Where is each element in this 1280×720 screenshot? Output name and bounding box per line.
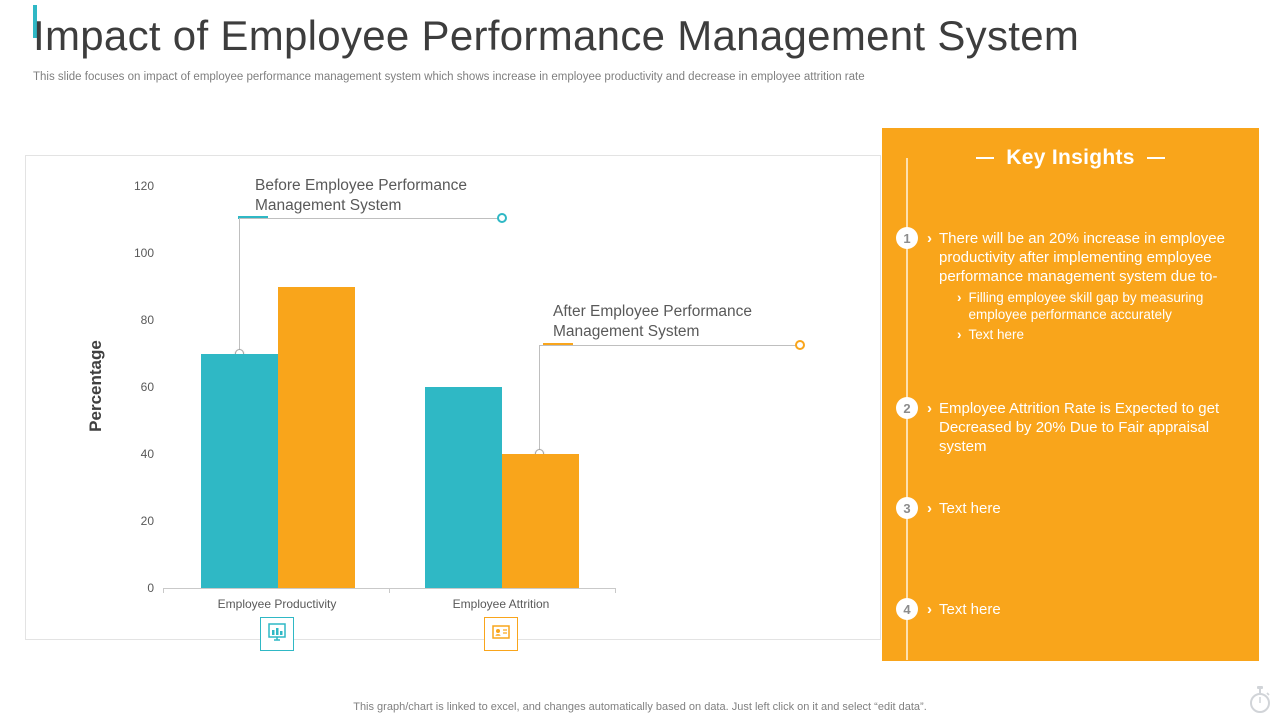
insight-number-badge: 1 [896, 227, 918, 249]
key-insights-title: Key Insights [882, 146, 1259, 170]
stopwatch-icon [1246, 685, 1274, 720]
insight-body: › There will be an 20% increase in emplo… [927, 227, 1244, 343]
insight-subtext: Text here [968, 327, 1025, 342]
chevron-icon: › [927, 400, 932, 417]
page-title: Impact of Employee Performance Managemen… [33, 12, 1080, 59]
insight-body: › Text here [927, 598, 1244, 619]
insight-subtext: Filling employee skill gap by measuring … [968, 290, 1204, 322]
key-insights-title-text: Key Insights [1006, 146, 1135, 169]
chevron-icon: › [957, 290, 962, 305]
bar-after-attrition[interactable] [501, 454, 579, 588]
insight-number-badge: 2 [896, 397, 918, 419]
insight-text: Text here [939, 601, 1001, 618]
bar-before-productivity[interactable] [200, 353, 278, 588]
page-subtitle: This slide focuses on impact of employee… [33, 71, 865, 83]
footer-note: This graph/chart is linked to excel, and… [353, 701, 927, 713]
insight-text: Employee Attrition Rate is Expected to g… [939, 400, 1220, 455]
insight-text: Text here [939, 500, 1001, 517]
key-insights-panel: Key Insights 1 › There will be an 20% in… [882, 128, 1259, 661]
chevron-icon: › [957, 327, 962, 342]
insight-item-1: 1 › There will be an 20% increase in emp… [896, 227, 1246, 343]
insight-body: › Employee Attrition Rate is Expected to… [927, 397, 1244, 456]
insight-item-2: 2 › Employee Attrition Rate is Expected … [896, 397, 1246, 456]
bar-after-productivity[interactable] [277, 286, 355, 588]
insight-number-badge: 4 [896, 598, 918, 620]
chevron-icon: › [927, 500, 932, 517]
insight-number-badge: 3 [896, 497, 918, 519]
insight-text: There will be an 20% increase in employe… [939, 230, 1225, 285]
title-dash-left [976, 157, 995, 159]
insight-item-4: 4 › Text here [896, 598, 1246, 620]
chevron-icon: › [927, 230, 932, 247]
title-dash-right [1146, 157, 1165, 159]
insight-body: › Text here [927, 497, 1244, 518]
insight-item-3: 3 › Text here [896, 497, 1246, 519]
chevron-icon: › [927, 601, 932, 618]
bar-before-attrition[interactable] [424, 387, 502, 588]
title-accent-bar [33, 5, 37, 38]
